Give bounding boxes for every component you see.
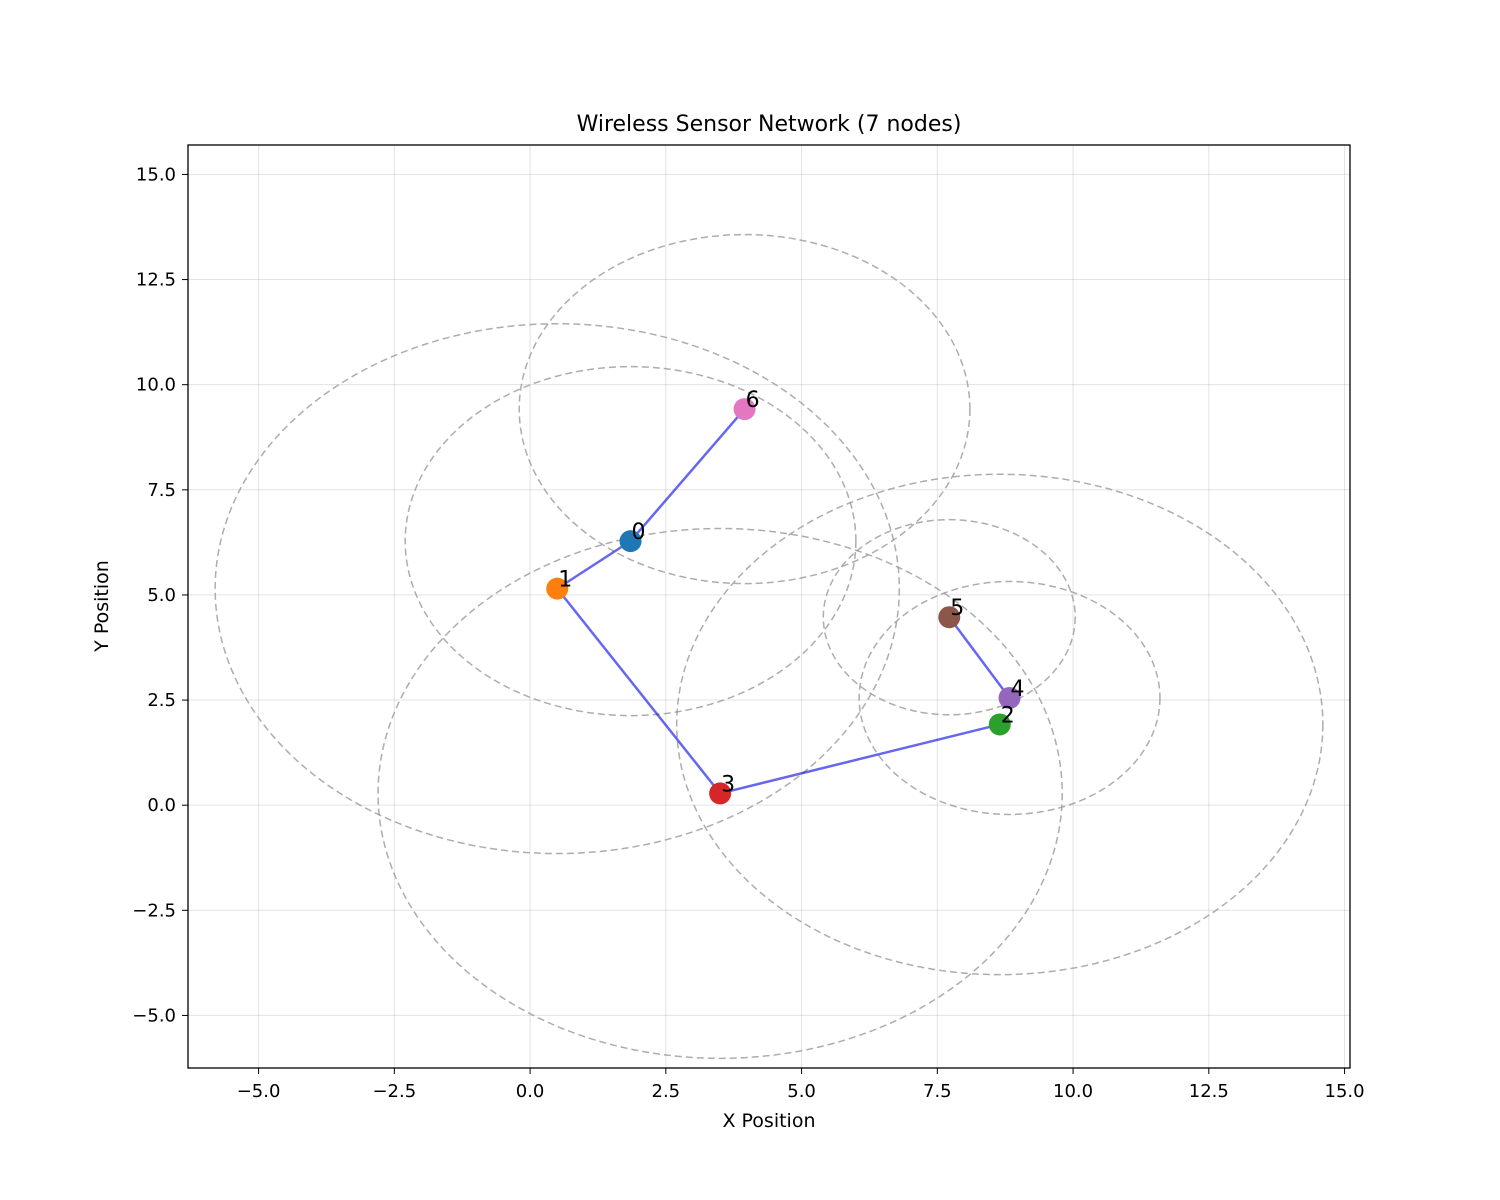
- node-point-2: [988, 713, 1011, 736]
- x-tick-label: −2.5: [372, 1081, 416, 1102]
- link-3-2: [719, 723, 1001, 795]
- range-circle-node-4: [858, 580, 1161, 816]
- nodes: [546, 398, 1021, 805]
- node-point-5: [938, 606, 961, 629]
- x-tick-label: 15.0: [1325, 1081, 1365, 1102]
- y-axis-label: Y Position: [91, 560, 113, 653]
- chart-title: Wireless Sensor Network (7 nodes): [577, 112, 962, 137]
- range-circle-node-2: [675, 473, 1324, 976]
- node-label-4: 4: [1011, 677, 1025, 702]
- y-tick-label: −5.0: [132, 1005, 176, 1026]
- node-label-5: 5: [950, 596, 964, 621]
- x-tick-label: 7.5: [923, 1081, 952, 1102]
- y-tick-label: 2.5: [147, 690, 176, 711]
- node-point-0: [619, 530, 642, 553]
- range-circle-node-1: [214, 322, 901, 855]
- y-tick-label: 5.0: [147, 585, 176, 606]
- y-tick-label: −2.5: [132, 900, 176, 921]
- x-axis-label: X Position: [722, 1110, 815, 1132]
- plot-frame: [187, 144, 1351, 1069]
- range-circle-node-5: [822, 518, 1076, 716]
- grid: [188, 145, 1350, 1068]
- node-label-3: 3: [721, 772, 735, 797]
- node-label-6: 6: [746, 388, 760, 413]
- x-tick-label: 10.0: [1053, 1081, 1093, 1102]
- node-labels: 0 1 2 3 4 5 6: [558, 388, 1024, 797]
- node-point-1: [546, 577, 569, 600]
- y-tick-label: 10.0: [136, 375, 176, 396]
- node-point-3: [709, 782, 732, 805]
- links: [556, 408, 1011, 795]
- node-point-6: [733, 398, 756, 421]
- range-circle-node-6: [518, 233, 971, 585]
- y-tick-label: 0.0: [147, 795, 176, 816]
- y-tick-label: 12.5: [136, 270, 176, 291]
- x-tick-label: 2.5: [652, 1081, 681, 1102]
- range-circle-node-3: [377, 527, 1063, 1060]
- link-5-4: [948, 616, 1011, 699]
- node-label-0: 0: [632, 520, 646, 545]
- range-circle-node-0: [404, 365, 857, 717]
- x-tick-label: 5.0: [787, 1081, 816, 1102]
- x-tick-label: 12.5: [1189, 1081, 1229, 1102]
- x-tick-label: 0.0: [516, 1081, 545, 1102]
- y-tick-label: 7.5: [147, 480, 176, 501]
- ticks: −5.0 −2.5 0.0 2.5 5.0 7.5 10.0 12.5 15.0−5.0−2.5…: [132, 164, 1364, 1102]
- node-label-2: 2: [1001, 703, 1015, 728]
- range-circles: [214, 233, 1324, 1060]
- y-tick-label: 15.0: [136, 164, 176, 185]
- x-tick-label: −5.0: [237, 1081, 281, 1102]
- link-0-1: [556, 540, 632, 590]
- link-1-3: [556, 587, 722, 795]
- node-label-1: 1: [558, 568, 572, 593]
- node-point-4: [998, 686, 1021, 709]
- link-6-0: [629, 408, 746, 542]
